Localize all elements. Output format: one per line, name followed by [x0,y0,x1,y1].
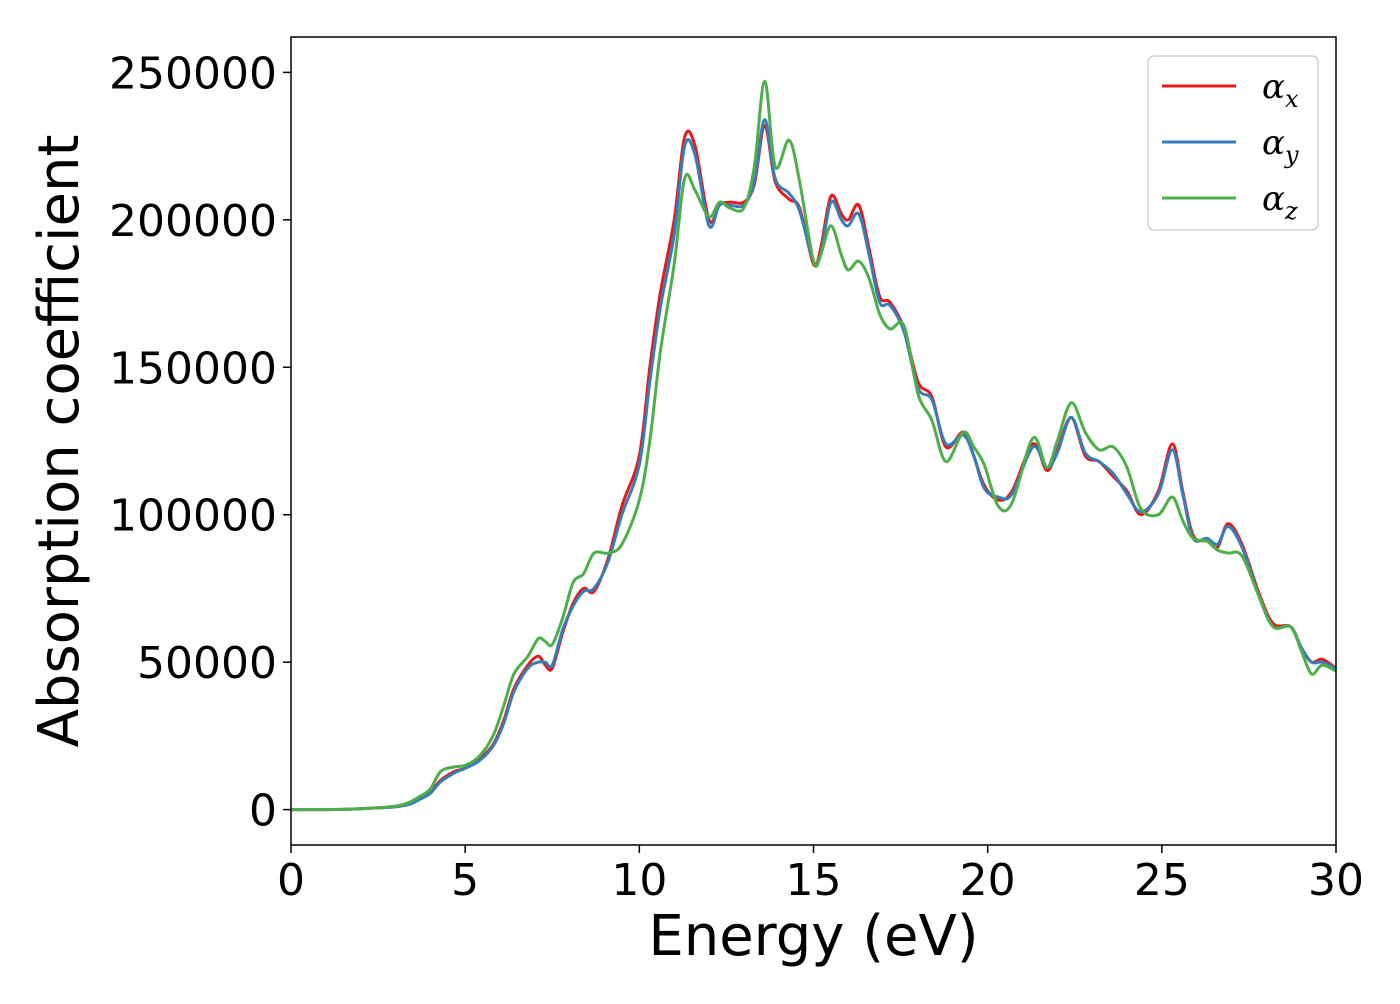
x-tick-label: 20 [960,855,1016,906]
x-axis-ticks: 0 5 10 15 20 25 30 [277,845,1364,906]
x-tick-label: 15 [786,855,842,906]
y-tick-label: 250000 [109,48,277,99]
x-tick-label: 30 [1308,855,1364,906]
legend-label-y: αy [1262,123,1299,169]
y-tick-label: 200000 [109,196,277,247]
y-axis-ticks: 0 50000 100000 150000 200000 250000 [109,48,291,837]
y-tick-label: 100000 [109,491,277,542]
y-axis-title: Absorption coefficient [27,135,92,748]
y-tick-label: 0 [249,786,277,837]
series-line-z [291,79,1336,812]
x-tick-label: 0 [277,855,305,906]
x-tick-label: 25 [1134,855,1190,906]
x-axis-title: Energy (eV) [648,904,978,969]
series-layer [291,79,1336,812]
legend-label-z: αz [1262,179,1298,225]
y-tick-label: 150000 [109,343,277,394]
x-tick-label: 5 [451,855,479,906]
legend: αx αy αz [1147,55,1319,231]
x-tick-label: 10 [611,855,667,906]
legend-label-x: αx [1262,67,1299,113]
y-tick-label: 50000 [137,638,277,689]
